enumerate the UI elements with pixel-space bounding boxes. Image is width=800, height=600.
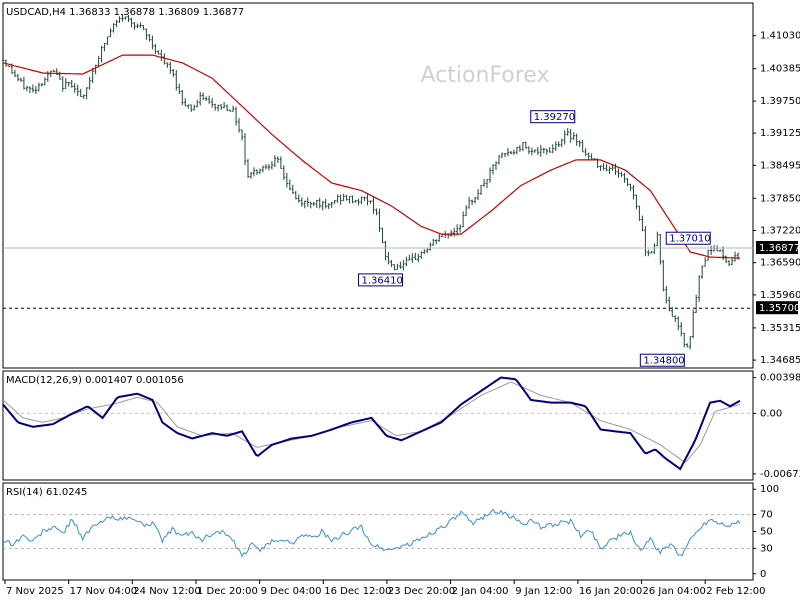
annotation-box xyxy=(665,231,711,245)
macd-ytick-label: 0.003982 xyxy=(760,373,800,384)
time-tick-label: 9 Jan 12:00 xyxy=(515,586,572,597)
level-tag xyxy=(756,301,798,315)
rsi-ytick-label: 100 xyxy=(760,484,779,495)
rsi-ytick-label: 70 xyxy=(760,510,773,521)
annotation-box xyxy=(357,273,403,287)
rsi-title: RSI(14) 61.0245 xyxy=(6,487,87,498)
moving-average-line xyxy=(2,54,741,259)
price-ytick-label: 1.39125 xyxy=(760,128,800,139)
current-price-label: 1.36877 xyxy=(759,243,800,254)
rsi-panel: RSI(14) 61.0245 100 70 50 30 0 xyxy=(2,482,779,581)
rsi-ytick-label: 0 xyxy=(760,569,766,580)
annotation-box xyxy=(530,110,576,124)
level-label: 1.35700 xyxy=(759,303,800,314)
macd-panel: MACD(12,26,9) 0.001407 0.001056 0.003982… xyxy=(2,370,800,481)
macd-ytick-label: -0.006737 xyxy=(760,469,800,480)
time-tick-label: 26 Jan 04:00 xyxy=(643,586,706,597)
annotation-label: 1.36410 xyxy=(361,275,402,286)
current-price-tag xyxy=(756,241,798,255)
time-tick-label: 24 Nov 12:00 xyxy=(133,586,200,597)
macd-panel-frame xyxy=(2,370,754,481)
price-ytick-label: 1.35960 xyxy=(760,290,800,301)
annotation-label: 1.34800 xyxy=(643,356,684,367)
price-ytick-label: 1.36590 xyxy=(760,258,800,269)
rsi-ytick-label: 30 xyxy=(760,543,773,554)
macd-line xyxy=(2,376,741,471)
time-tick-label: 7 Nov 2025 xyxy=(6,586,64,597)
annotation-box xyxy=(639,353,685,367)
price-ytick-label: 1.37220 xyxy=(760,225,800,236)
time-tick-label: 2 Jan 04:00 xyxy=(452,586,509,597)
time-tick-label: 16 Dec 12:00 xyxy=(324,586,391,597)
macd-signal-line xyxy=(2,381,741,463)
price-ytick-label: 1.40385 xyxy=(760,64,800,75)
price-header: USDCAD,H4 1.36833 1.36878 1.36809 1.3687… xyxy=(6,7,244,18)
time-tick-label: 9 Dec 04:00 xyxy=(261,586,322,597)
time-tick-label: 16 Jan 20:00 xyxy=(579,586,642,597)
watermark: ActionForex xyxy=(421,63,550,88)
price-ytick-label: 1.34685 xyxy=(760,355,800,366)
rsi-line xyxy=(2,508,741,558)
price-panel-frame xyxy=(2,2,754,369)
annotation-label: 1.39270 xyxy=(534,112,575,123)
price-ytick-label: 1.38495 xyxy=(760,160,800,171)
time-tick-label: 23 Dec 20:00 xyxy=(388,586,455,597)
price-ytick-label: 1.41030 xyxy=(760,31,800,42)
rsi-ytick-label: 50 xyxy=(760,527,773,538)
price-panel: USDCAD,H4 1.36833 1.36878 1.36809 1.3687… xyxy=(1,2,800,369)
macd-ytick-label: 0.00 xyxy=(760,408,782,419)
macd-title: MACD(12,26,9) 0.001407 0.001056 xyxy=(6,375,184,386)
time-tick-label: 2 Feb 12:00 xyxy=(706,586,765,597)
time-tick-label: 17 Nov 04:00 xyxy=(70,586,137,597)
price-ytick-label: 1.39750 xyxy=(760,96,800,107)
price-ytick-label: 1.37850 xyxy=(760,193,800,204)
price-ytick-label: 1.35315 xyxy=(760,323,800,334)
time-tick-label: 1 Dec 20:00 xyxy=(197,586,258,597)
annotation-label: 1.37010 xyxy=(669,234,710,245)
